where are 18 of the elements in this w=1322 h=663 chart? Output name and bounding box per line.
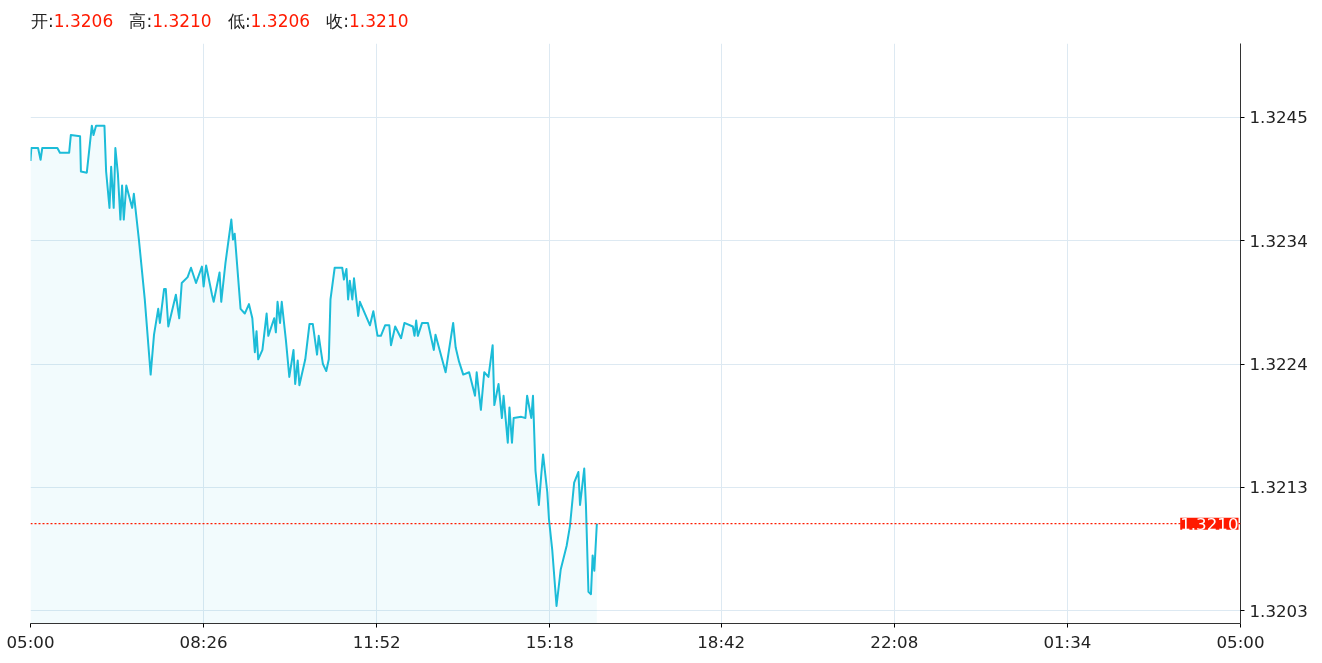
text: 收:1.3210: [326, 11, 409, 31]
y-tick-label: 1.3245: [1249, 108, 1308, 128]
x-tick-label: 18:42: [697, 632, 746, 652]
x-tick-label: 08:26: [179, 632, 228, 652]
y-tick-label: 1.3213: [1249, 478, 1308, 498]
y-tick-label: 1.3234: [1249, 231, 1308, 251]
x-tick-label: 22:08: [870, 632, 919, 652]
x-tick-label: 05:00: [6, 632, 55, 652]
x-tick-label: 05:00: [1216, 632, 1265, 652]
x-tick-label: 01:34: [1043, 632, 1092, 652]
x-tick-label: 15:18: [525, 632, 574, 652]
ref-line-label: 1.3210: [1180, 514, 1239, 534]
x-tick-label: 11:52: [352, 632, 401, 652]
y-tick-label: 1.3224: [1249, 355, 1308, 375]
text: 高:1.3210: [129, 11, 212, 31]
y-tick-label: 1.3203: [1249, 601, 1308, 621]
text: 低:1.3206: [227, 11, 311, 31]
text: 开:1.3206: [31, 11, 114, 31]
